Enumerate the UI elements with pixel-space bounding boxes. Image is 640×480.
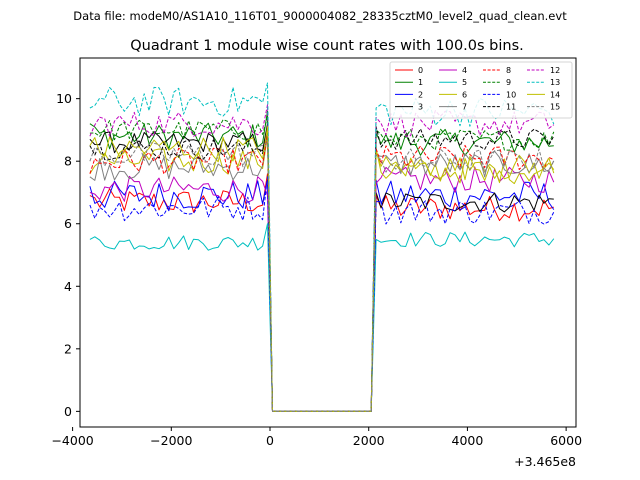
y-tick-label: 8 (64, 154, 72, 169)
legend-label-5: 5 (462, 78, 467, 87)
legend-label-2: 2 (418, 90, 423, 99)
chart-suptitle: Data file: modeM0/AS1A10_116T01_90000040… (73, 9, 567, 23)
y-tick-label: 0 (64, 404, 72, 419)
chart-title: Quadrant 1 module wise count rates with … (130, 38, 524, 54)
y-tick-label: 6 (64, 216, 72, 231)
series-line-14 (89, 126, 555, 412)
legend-label-15: 15 (550, 103, 560, 112)
legend-label-12: 12 (550, 66, 560, 75)
x-tick-label: 4000 (452, 433, 484, 448)
y-tick-label: 4 (64, 279, 72, 294)
legend-label-3: 3 (418, 103, 423, 112)
legend-label-4: 4 (462, 66, 467, 75)
legend-label-9: 9 (506, 78, 511, 87)
x-tick-label: 2000 (353, 433, 385, 448)
legend-label-11: 11 (506, 103, 516, 112)
legend-label-0: 0 (418, 66, 423, 75)
legend-label-14: 14 (550, 90, 560, 99)
legend-label-8: 8 (506, 66, 511, 75)
legend-label-6: 6 (462, 90, 467, 99)
series-line-15 (89, 141, 555, 412)
legend-box (389, 61, 573, 119)
y-tick-label: 10 (56, 91, 72, 106)
y-tick-label: 2 (64, 341, 72, 356)
x-tick-label: −4000 (51, 433, 93, 448)
legend-label-13: 13 (550, 78, 560, 87)
axes-frame (79, 57, 577, 428)
x-tick-label: −2000 (150, 433, 192, 448)
legend-label-7: 7 (462, 103, 467, 112)
series-line-12 (89, 104, 555, 412)
x-tick-label: 0 (266, 433, 274, 448)
x-offset-label: +3.465e8 (514, 454, 576, 469)
x-axis: −4000 −2000 0 2000 4000 6000 (51, 427, 582, 448)
legend-label-10: 10 (506, 90, 516, 99)
legend-label-1: 1 (418, 78, 423, 87)
x-tick-label: 6000 (550, 433, 582, 448)
y-axis: 0 2 4 6 8 10 (56, 91, 80, 419)
